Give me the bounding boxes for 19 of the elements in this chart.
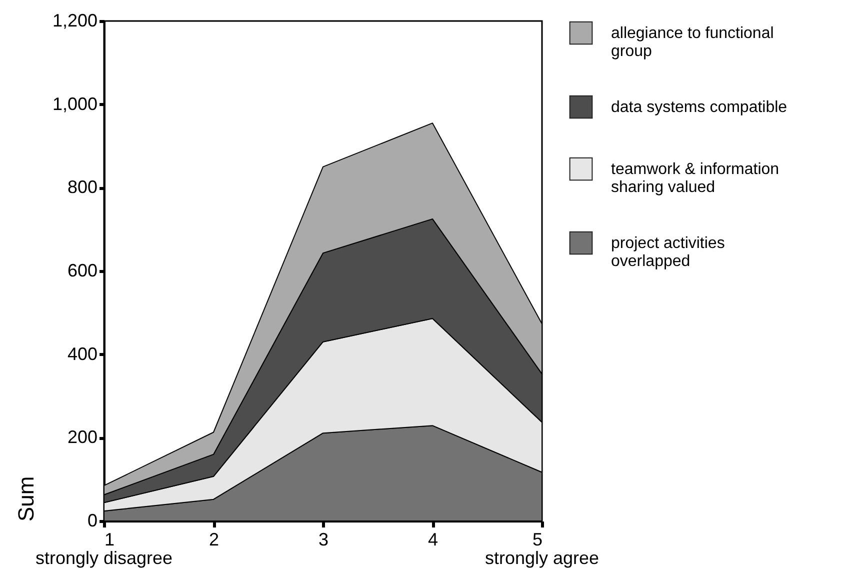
legend-label: project activities overlapped <box>611 235 725 270</box>
x-tick-label: 2 <box>208 530 220 550</box>
y-tick-label: 600 <box>67 260 98 280</box>
y-tick-label: 800 <box>67 177 98 198</box>
y-axis-title: Sum <box>13 476 38 522</box>
legend-label: allegiance to functional group <box>611 25 774 60</box>
x-tick-label: 4 <box>428 530 438 550</box>
x-tick-label: 3 <box>318 530 329 550</box>
legend-label: data systems compatible <box>611 99 788 116</box>
legend-label: teamwork & information sharing valued <box>611 161 780 196</box>
text: strongly disagree <box>35 548 173 568</box>
x-tick-label: 1 <box>104 530 115 550</box>
y-tick-label: 1,200 <box>52 10 98 30</box>
y-tick-label: 1,000 <box>52 94 98 114</box>
text: strongly agree <box>484 548 600 568</box>
y-tick-label: 200 <box>67 427 98 448</box>
y-tick-label: 400 <box>67 344 98 364</box>
y-tick-label: 0 <box>87 510 98 530</box>
x-tick-label: 5 <box>532 530 542 550</box>
